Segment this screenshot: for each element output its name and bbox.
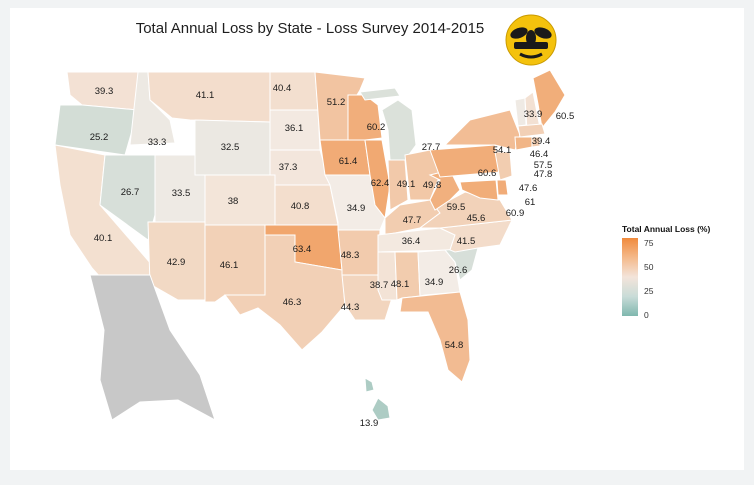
state-ri (531, 136, 541, 148)
state-value-label-hi: 13.9 (360, 418, 379, 429)
state-value-label-co: 38 (228, 196, 239, 207)
state-nj (494, 151, 513, 181)
state-ak (89, 274, 216, 422)
state-value-label-ct: 57.5 (534, 160, 553, 171)
state-hi (364, 377, 391, 421)
state-value-label-sc: 26.6 (449, 265, 468, 276)
state-value-label-ca: 40.1 (94, 233, 113, 244)
state-value-label-ne: 37.3 (279, 162, 298, 173)
state-value-label-ma: 46.4 (530, 149, 549, 160)
state-value-label-vt: 33.9 (524, 109, 543, 120)
state-value-label-me: 60.5 (556, 111, 575, 122)
state-value-label-al: 48.1 (391, 279, 410, 290)
state-value-label-nv: 26.7 (121, 187, 140, 198)
state-value-label-ri: 47.8 (534, 169, 553, 180)
state-value-label-sd: 36.1 (285, 123, 304, 134)
state-ma (517, 123, 546, 138)
legend-tick-0: 0 (644, 310, 649, 320)
state-value-label-tn: 36.4 (402, 236, 421, 247)
state-value-label-tx: 46.3 (283, 297, 302, 308)
state-value-label-la: 44.3 (341, 302, 360, 313)
state-oh (404, 149, 441, 201)
state-value-label-ky: 47.7 (403, 215, 422, 226)
state-value-label-il: 62.4 (371, 178, 390, 189)
state-md (459, 179, 499, 201)
state-nc (438, 219, 513, 253)
state-value-label-fl: 54.8 (445, 340, 464, 351)
state-value-label-nc: 41.5 (457, 236, 476, 247)
state-de (496, 179, 509, 196)
state-value-label-nh: 39.4 (532, 136, 551, 147)
bee-informed-logo (505, 14, 557, 66)
state-value-label-md: 60.9 (506, 208, 525, 219)
state-value-label-ut: 33.5 (172, 188, 191, 199)
state-value-label-mn: 51.2 (327, 97, 346, 108)
state-value-label-ga: 34.9 (425, 277, 444, 288)
state-value-label-az: 42.9 (167, 257, 186, 268)
legend-tick-75: 75 (644, 238, 654, 248)
state-value-label-de: 61 (525, 197, 536, 208)
state-value-label-mi: 27.7 (422, 142, 441, 153)
state-value-label-ok: 63.4 (293, 244, 312, 255)
state-value-label-or: 25.2 (90, 132, 109, 143)
state-in (387, 159, 409, 211)
state-value-label-wa: 39.3 (95, 86, 114, 97)
legend-color-bar (622, 238, 638, 316)
state-me (532, 69, 566, 130)
state-value-label-ks: 40.8 (291, 201, 310, 212)
state-value-label-ny: 54.1 (493, 145, 512, 156)
state-value-label-wy: 32.5 (221, 142, 240, 153)
state-value-label-va: 45.6 (467, 213, 486, 224)
legend-tick-50: 50 (644, 262, 654, 272)
state-value-label-mt: 41.1 (196, 90, 215, 101)
state-value-label-wi: 60.2 (367, 122, 386, 133)
legend: Total Annual Loss (%) 75 50 25 0 (622, 224, 742, 324)
legend-tick-25: 25 (644, 286, 654, 296)
state-ny (443, 109, 521, 151)
state-value-label-ms: 38.7 (370, 280, 389, 291)
state-value-label-mo: 34.9 (347, 203, 366, 214)
state-value-label-oh: 49.8 (423, 180, 442, 191)
state-value-label-nm: 46.1 (220, 260, 239, 271)
state-value-label-ia: 61.4 (339, 156, 358, 167)
state-co (204, 174, 276, 226)
state-mi (359, 87, 417, 161)
state-value-label-nj: 47.6 (519, 183, 538, 194)
state-az (147, 221, 206, 301)
state-al (394, 251, 421, 301)
legend-title: Total Annual Loss (%) (622, 224, 711, 234)
state-value-label-id: 33.3 (148, 137, 167, 148)
state-ms (377, 251, 398, 301)
state-value-label-in: 49.1 (397, 179, 416, 190)
state-value-label-pa: 60.6 (478, 168, 497, 179)
state-value-label-ar: 48.3 (341, 250, 360, 261)
state-value-label-nd: 40.4 (273, 83, 292, 94)
state-fl (399, 291, 471, 383)
state-wi (347, 94, 383, 141)
chart-title: Total Annual Loss by State - Loss Survey… (135, 20, 485, 37)
state-value-label-wv: 59.5 (447, 202, 466, 213)
